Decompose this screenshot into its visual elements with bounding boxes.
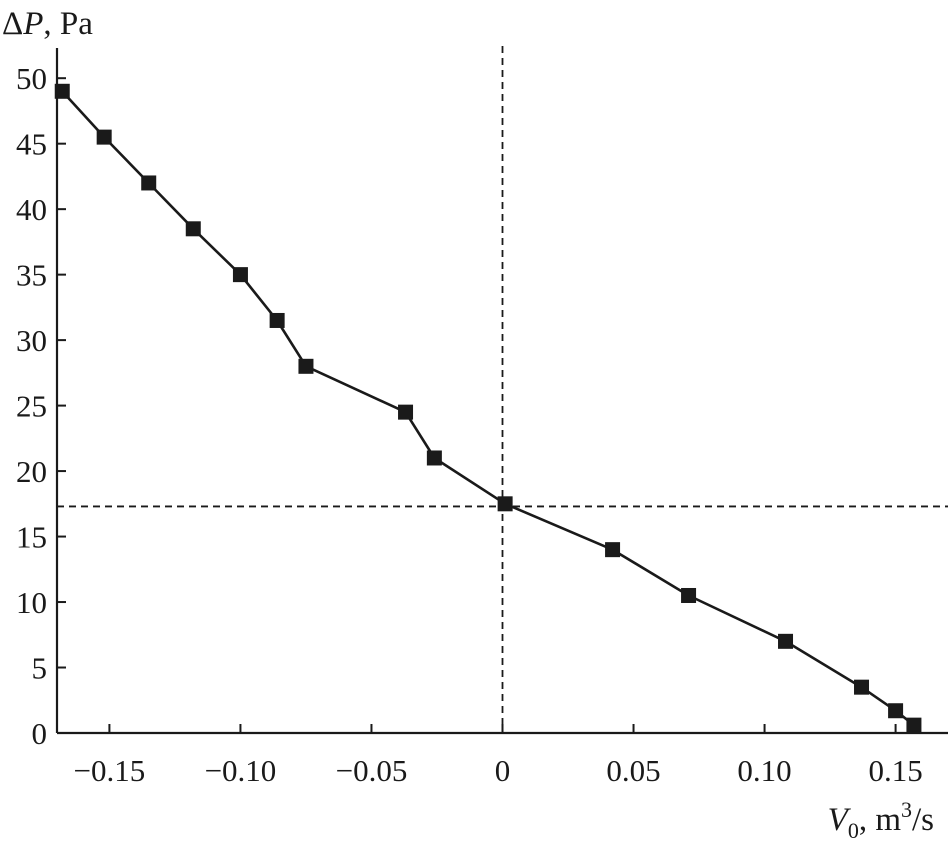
y-tick-label: 50 (16, 61, 47, 96)
axes: 0 5 10 15 20 25 30 35 40 45 50 −0.15 −0.10 −0.05 0 0.05… (16, 48, 948, 788)
data-point-marker (605, 542, 621, 558)
data-point-marker (141, 175, 157, 191)
x-tick-label: −0.15 (74, 753, 146, 788)
x-axis-title: V0, m3/s (828, 797, 934, 843)
data-point-marker (96, 129, 112, 145)
y-tick-label: 10 (16, 585, 47, 620)
data-point-marker (232, 267, 248, 283)
y-tick-label: 40 (16, 192, 47, 227)
y-tick-label: 20 (16, 454, 47, 489)
x-tick-label: 0.10 (737, 753, 791, 788)
data-point-marker (269, 312, 285, 328)
series (54, 83, 922, 733)
data-point-marker (54, 83, 70, 99)
x-tick-label: 0 (495, 753, 511, 788)
data-point-marker (906, 717, 922, 733)
axis-titles: ΔP, Pa V0, m3/s (2, 6, 934, 843)
data-point-marker (426, 450, 442, 466)
x-tick-label: −0.10 (205, 753, 277, 788)
y-tick-label: 0 (32, 716, 48, 751)
data-point-marker (681, 587, 697, 603)
reference-lines (57, 46, 948, 733)
y-axis-title: ΔP, Pa (2, 6, 93, 42)
y-tick-label: 45 (16, 127, 47, 162)
x-tick-label: 0.15 (868, 753, 922, 788)
data-point-marker (298, 358, 314, 374)
data-point-marker (497, 496, 513, 512)
data-point-marker (778, 633, 794, 649)
data-point-marker (888, 703, 904, 719)
data-point-marker (185, 221, 201, 237)
x-tick-label: −0.05 (336, 753, 408, 788)
y-tick-label: 15 (16, 520, 47, 555)
series-line (61, 90, 915, 727)
y-tick-label: 25 (16, 389, 47, 424)
y-tick-label: 5 (32, 651, 48, 686)
y-tick-label: 30 (16, 323, 47, 358)
data-point-marker (398, 404, 414, 420)
x-tick-label: 0.05 (606, 753, 660, 788)
data-point-marker (854, 679, 870, 695)
y-tick-label: 35 (16, 258, 47, 293)
